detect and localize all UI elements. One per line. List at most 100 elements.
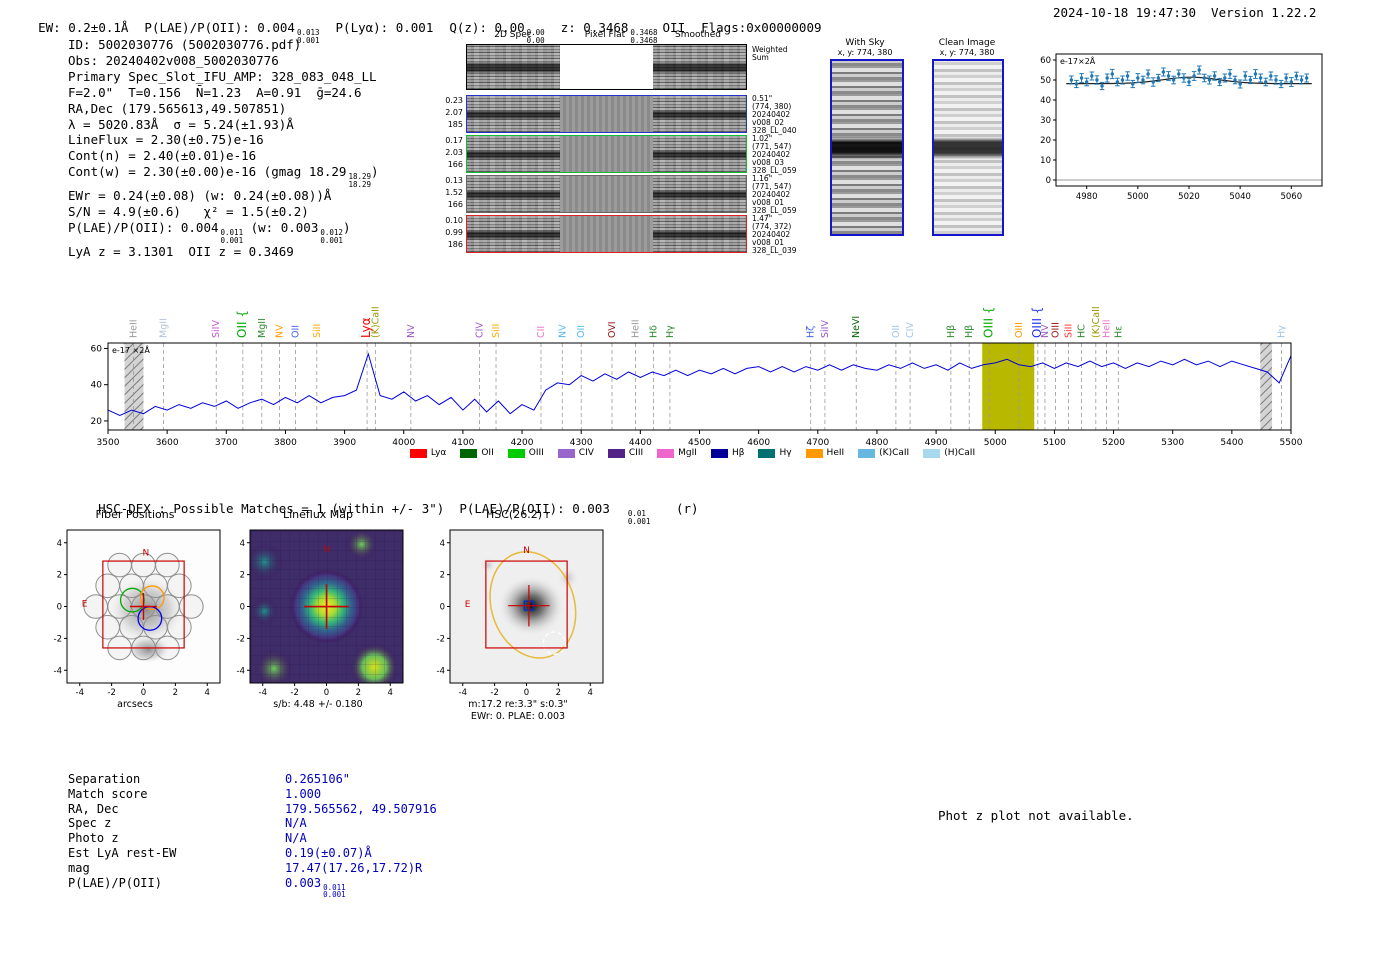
info-sn-chi2: S/N = 4.9(±0.6) χ² = 1.5(±0.2): [68, 204, 309, 220]
svg-text:2: 2: [356, 688, 361, 698]
match-row-value: 17.47(17.26,17.72)R: [285, 860, 423, 875]
svg-text:-4: -4: [237, 666, 245, 676]
hscdex-sub: 0.001: [627, 516, 651, 526]
svg-text:SiII: SiII: [1064, 324, 1075, 338]
weighted-sum-label: Weighted Sum: [752, 45, 788, 62]
svg-text:0: 0: [324, 688, 329, 698]
legend-item: HeII: [805, 448, 844, 458]
svg-text:5020: 5020: [1178, 192, 1200, 202]
svg-text:SiII: SiII: [491, 324, 502, 338]
hsc-image-title: HSC(26.2) r: [485, 508, 551, 521]
legend-swatch: [657, 448, 675, 458]
hscdex-post: (r): [668, 501, 699, 516]
qz-sub: 0.00: [526, 35, 545, 45]
weighted-2dspec-image: [467, 45, 560, 89]
svg-text:4200: 4200: [511, 438, 534, 448]
svg-text:CII: CII: [536, 326, 547, 338]
cutout-row-stats: 0.23 2.07 185: [445, 96, 463, 129]
plae2-sub2: 0.001: [320, 235, 343, 245]
svg-text:4: 4: [440, 539, 445, 549]
legend-item: (K)CaII: [858, 448, 909, 458]
svg-text:5500: 5500: [1280, 438, 1303, 448]
svg-text:20: 20: [1040, 136, 1051, 146]
svg-text:-2: -2: [54, 634, 62, 644]
svg-text:50: 50: [1040, 76, 1051, 86]
svg-text:E: E: [465, 600, 471, 610]
clean-image: [932, 59, 1004, 236]
cutout-row-stats: 0.10 0.99 186: [445, 216, 463, 249]
plae-value: P(LAE)/P(OII): 0.004 0.013 0.001: [144, 20, 319, 44]
full-spectrum-plot: 20 40 60 3500 3600 3700 3800 3900 4000 4100 4200 43…: [91, 306, 1303, 448]
svg-text:4400: 4400: [629, 438, 652, 448]
match-row: P(LAE)/P(OII) 0.003 0.011 0.001: [68, 876, 437, 899]
svg-text:MgII: MgII: [257, 318, 268, 338]
match-row-label: Match score: [68, 786, 148, 801]
fiber-positions-plot: N E -4 -4 -2 -2 0 0 2 2 4 4: [54, 529, 221, 698]
info-cont-n: Cont(n) = 2.40(±0.01)e-16: [68, 148, 257, 164]
hsc-xlabel2: EWr: 0. PLAE: 0.003: [470, 711, 566, 722]
svg-text:4800: 4800: [865, 438, 888, 448]
svg-text:5060: 5060: [1280, 192, 1302, 202]
match-row-value-frac: 0.011 0.001: [323, 882, 346, 900]
flags-value: Flags:0x00000009: [701, 20, 822, 35]
svg-text:4: 4: [588, 688, 593, 698]
hscdex-pre: HSC-DEX : Possible Matches = 1 (within +…: [98, 501, 610, 516]
svg-text:3700: 3700: [215, 438, 238, 448]
gmag-sup: 18.29: [348, 172, 372, 182]
svg-text:Hζ: Hζ: [806, 326, 817, 338]
svg-text:Hβ: Hβ: [946, 325, 957, 338]
svg-text:HeII: HeII: [631, 319, 642, 338]
match-row: mag 17.47(17.26,17.72)R: [68, 861, 437, 876]
info-lambda-sigma: λ = 5020.83Å σ = 5.24(±1.93)Å: [68, 116, 294, 132]
svg-text:4500: 4500: [688, 438, 711, 448]
legend-item: CIV: [557, 448, 594, 458]
plae2-sub1: 0.001: [220, 235, 244, 245]
svg-text:NeVI: NeVI: [851, 316, 862, 338]
svg-text:5000: 5000: [984, 438, 1007, 448]
cutout-2dspec-image: [467, 176, 560, 212]
svg-text:HeII: HeII: [1101, 319, 1112, 338]
svg-text:4700: 4700: [806, 438, 829, 448]
z-sup: 0.3468: [630, 28, 658, 37]
match-row: Match score 1.000: [68, 787, 437, 802]
info-lineflux: LineFlux = 2.30(±0.75)e-16: [68, 132, 264, 148]
cutout-row-stats: 0.17 2.03 166: [445, 136, 463, 169]
legend-swatch: [923, 448, 941, 458]
with-sky-image: [830, 59, 904, 236]
legend-item: Hβ: [710, 448, 744, 458]
svg-text:2: 2: [440, 571, 445, 581]
svg-text:NV: NV: [1040, 324, 1051, 338]
svg-text:OII: OII: [576, 325, 587, 338]
svg-text:CIV: CIV: [474, 322, 485, 338]
match-row-label: RA, Dec: [68, 801, 119, 816]
match-row: Est LyA rest-EW 0.19(±0.07)Å: [68, 846, 437, 861]
weighted-pixelflat-image: [560, 45, 653, 89]
cutout-row-stats: 0.13 1.52 166: [445, 176, 463, 209]
legend-label: OIII: [528, 448, 544, 458]
svg-text:-4: -4: [54, 666, 62, 676]
cutout-row-strip: [466, 175, 747, 213]
svg-text:5040: 5040: [1229, 192, 1251, 202]
svg-text:40: 40: [91, 381, 103, 391]
legend-item: Hγ: [758, 448, 792, 458]
cutout-pixelflat-image: [560, 136, 653, 172]
svg-text:0: 0: [1046, 176, 1051, 186]
z-value: z: 0.3468 0.3468 0.3468 OII: [561, 20, 685, 44]
cutout-row-strip: [466, 95, 747, 133]
svg-text:(K)CaII: (K)CaII: [1091, 306, 1102, 338]
clean-image-title: Clean Image: [938, 38, 996, 48]
cutout-grid: 2D Spec Pixel Flat Smoothed Weighted Sum…: [440, 30, 840, 260]
legend-label: Lyα: [430, 448, 447, 458]
info-id: ID: 5002030776 (5002030776.pdf): [68, 37, 302, 52]
photz-note: Phot z plot not available.: [938, 808, 1134, 823]
cutout-pixelflat-image: [560, 96, 653, 132]
info-aperture: F=2.0" T=0.156 N̄=1.23 A=0.91 ḡ=24.6: [68, 84, 362, 100]
svg-text:5100: 5100: [1043, 438, 1066, 448]
cutout-row-info: 1.16" (771, 547) 20240402 v008_01 328_LL_059: [752, 174, 797, 215]
svg-text:0: 0: [57, 603, 62, 613]
svg-text:2: 2: [57, 571, 62, 581]
legend-swatch: [409, 448, 427, 458]
svg-text:4980: 4980: [1076, 192, 1098, 202]
